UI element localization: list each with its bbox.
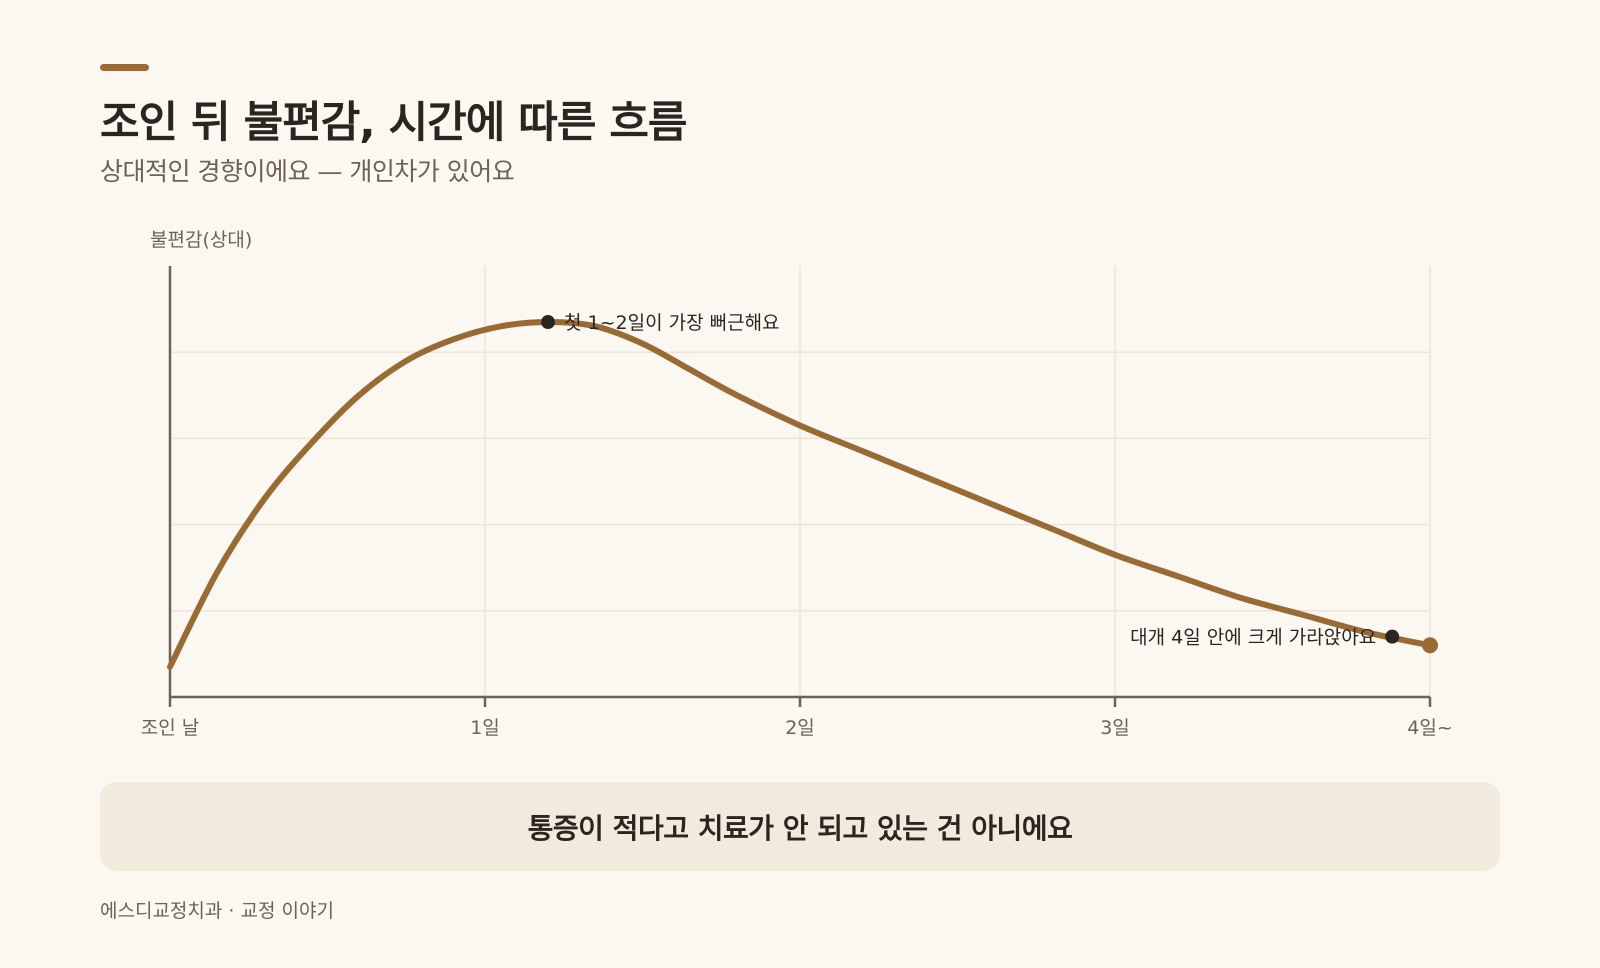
page-subtitle: 상대적인 경향이에요 — 개인차가 있어요 <box>100 157 515 186</box>
chart-grid <box>170 266 1431 697</box>
accent-bar <box>100 64 149 71</box>
x-tick-label-1: 1일 <box>470 717 500 739</box>
series-line-0 <box>167 319 1433 670</box>
callout-box: 통증이 적다고 치료가 안 되고 있는 건 아니에요 <box>100 782 1500 871</box>
y-axis-label: 불편감(상대) <box>150 229 252 251</box>
page-title: 조인 뒤 불편감, 시간에 따른 흐름 <box>100 98 687 148</box>
x-tick-label-4: 4일~ <box>1407 717 1453 739</box>
annotation-marker-1 <box>1385 629 1400 644</box>
annotation-label-0: 첫 1~2일이 가장 뻐근해요 <box>564 312 780 334</box>
x-tick-label-3: 3일 <box>1100 717 1130 739</box>
x-tick-label-2: 2일 <box>785 717 815 739</box>
x-tick-label-0: 조인 날 <box>141 717 199 739</box>
annotation-marker-0 <box>541 315 555 330</box>
callout-text: 통증이 적다고 치료가 안 되고 있는 건 아니에요 <box>527 811 1073 845</box>
chart-axes: 불편감(상대) 조인 날 1일 2일 3일 4일~ <box>141 229 1453 739</box>
annotation-label-1: 대개 4일 안에 크게 가라앉아요 <box>1130 627 1376 649</box>
chart-series <box>167 319 1438 670</box>
footer-credit: 에스디교정치과 · 교정 이야기 <box>100 900 334 922</box>
series-end-point-0 <box>1422 637 1438 654</box>
